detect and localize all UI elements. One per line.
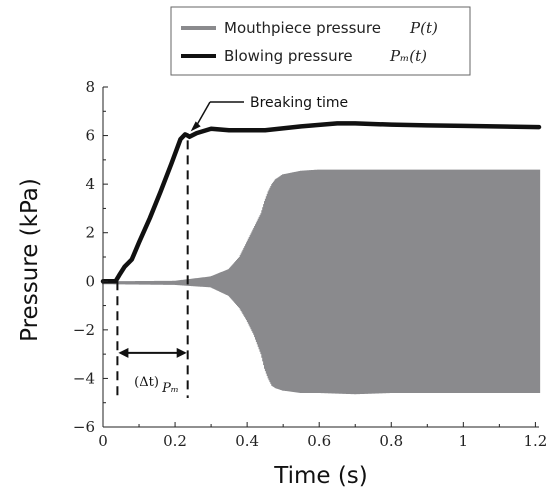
legend: Mouthpiece pressure P(t) Blowing pressur… [170, 6, 471, 76]
y-tick-label: 2 [85, 224, 95, 242]
y-tick-label: 8 [85, 78, 95, 96]
series-layer [100, 121, 542, 395]
series-blowing-pressure [100, 121, 542, 284]
legend-math-blowing: Pₘ(t) [389, 47, 427, 65]
delta-t-label: (Δt) [134, 375, 159, 390]
legend-label-blowing: Blowing pressure [224, 47, 353, 65]
y-tick-label: −6 [73, 418, 95, 436]
legend-math-mouthpiece: P(t) [409, 19, 438, 37]
series-mouthpiece-pressure [101, 169, 541, 395]
x-tick-label: 0.4 [235, 432, 259, 450]
x-tick-label: 1 [459, 432, 469, 450]
x-tick-label: 0.2 [163, 432, 187, 450]
breaking-time-label: Breaking time [250, 95, 348, 111]
y-axis-title: Pressure (kPa) [17, 178, 43, 342]
y-tick-label: −4 [73, 369, 95, 387]
axes-layer: −6 −4 −2 0 2 4 6 8 0 0.2 0.4 0.6 0.8 1 1.2 [73, 78, 547, 450]
delta-t-arrowhead-right [176, 347, 187, 358]
breaking-time-arrow [196, 101, 211, 126]
y-tick-label: 4 [85, 175, 95, 193]
y-tick-label: 0 [85, 272, 95, 290]
breaking-time-arrowhead [190, 121, 201, 132]
annotation-layer: (Δt) Pₘ Breaking time [116, 95, 348, 398]
legend-label-mouthpiece: Mouthpiece pressure [224, 19, 381, 37]
x-tick-label: 0.8 [379, 432, 403, 450]
y-tick-label: −2 [73, 321, 95, 339]
x-tick-label: 0 [98, 432, 108, 450]
y-tick-label: 6 [85, 127, 95, 145]
x-tick-label: 0.6 [307, 432, 331, 450]
x-axis-title: Time (s) [273, 463, 368, 489]
legend-box [170, 6, 471, 76]
delta-t-arrowhead-left [118, 347, 129, 358]
x-tick-label: 1.2 [523, 432, 547, 450]
delta-t-subscript: Pₘ [161, 381, 179, 396]
